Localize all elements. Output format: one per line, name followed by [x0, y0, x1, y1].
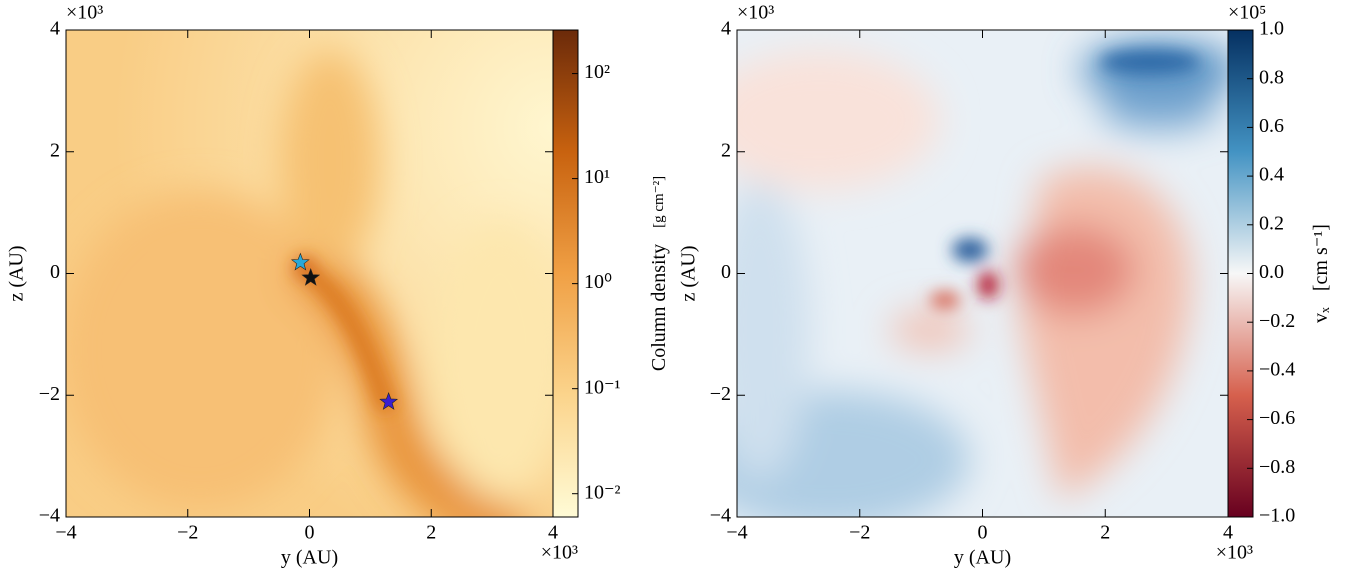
colorbar-tick-label: 10⁻¹ — [584, 376, 621, 398]
star-marker — [301, 267, 321, 286]
y-tick-label: 0 — [50, 261, 60, 283]
colorbar-tick-label: 1.0 — [1259, 18, 1284, 40]
x-multiplier: ×10³ — [1216, 542, 1253, 564]
colorbar-label-unit: [g cm⁻²] — [651, 176, 667, 228]
colorbar — [552, 29, 579, 518]
colorbar-label: vₓ [cm s⁻¹] — [1310, 224, 1332, 323]
velocity-map — [737, 30, 1228, 517]
y-tick-label: −4 — [39, 505, 60, 527]
y-multiplier: ×10³ — [66, 2, 103, 24]
colorbar-tick-label: −0.2 — [1259, 310, 1295, 332]
colorbar-label-name: vₓ — [1310, 307, 1332, 323]
x-axis-label: y (AU) — [281, 547, 338, 569]
x-multiplier: ×10³ — [541, 542, 578, 564]
colorbar-tick-label: 10⁰ — [584, 271, 612, 293]
colorbar-tick-label: 0.0 — [1259, 261, 1284, 283]
density-map — [66, 30, 553, 517]
x-tick-label: 4 — [548, 522, 558, 544]
colorbar-tick-label: 0.2 — [1259, 212, 1284, 234]
x-axis-label: y (AU) — [954, 547, 1011, 569]
colorbar-tick-label: −0.4 — [1259, 358, 1295, 380]
colorbar-label-name: Column density — [648, 244, 670, 371]
star-marker — [379, 392, 399, 410]
x-tick-label: 0 — [305, 522, 315, 544]
x-tick-label: −4 — [726, 522, 747, 544]
y-tick-label: −4 — [710, 505, 731, 527]
y-tick-label: −2 — [710, 383, 731, 405]
star-marker — [290, 252, 310, 271]
y-tick-label: 2 — [50, 139, 60, 161]
y-tick-label: 4 — [721, 18, 731, 40]
colorbar-tick-label: −0.6 — [1259, 407, 1295, 429]
x-tick-label: −2 — [177, 522, 198, 544]
y-axis-label: z (AU) — [678, 245, 700, 301]
y-multiplier: ×10³ — [737, 2, 774, 24]
x-tick-label: 4 — [1223, 522, 1233, 544]
y-tick-label: −2 — [39, 383, 60, 405]
y-axis-label: z (AU) — [6, 245, 28, 301]
y-tick-label: 2 — [721, 139, 731, 161]
x-tick-label: −4 — [55, 522, 76, 544]
colorbar-multiplier: ×10⁵ — [1228, 2, 1266, 24]
x-tick-label: 2 — [426, 522, 436, 544]
colorbar-label-unit: [cm s⁻¹] — [1310, 224, 1332, 291]
y-tick-label: 0 — [721, 261, 731, 283]
x-tick-label: 0 — [978, 522, 988, 544]
colorbar-tick-label: −0.8 — [1259, 456, 1295, 478]
colorbar-tick-label: 0.8 — [1259, 66, 1284, 88]
colorbar-tick-label: 0.6 — [1259, 115, 1284, 137]
colorbar-tick-label: 10⁻² — [584, 481, 621, 503]
colorbar-tick-label: 10² — [584, 61, 610, 83]
colorbar-label: Column density [g cm⁻²] — [648, 176, 670, 371]
x-tick-label: −2 — [849, 522, 870, 544]
colorbar-tick-label: 10¹ — [584, 166, 610, 188]
colorbar-tick-label: 0.4 — [1259, 164, 1284, 186]
y-tick-label: 4 — [50, 18, 60, 40]
x-tick-label: 2 — [1100, 522, 1110, 544]
colorbar-tick-label: −1.0 — [1259, 505, 1295, 527]
